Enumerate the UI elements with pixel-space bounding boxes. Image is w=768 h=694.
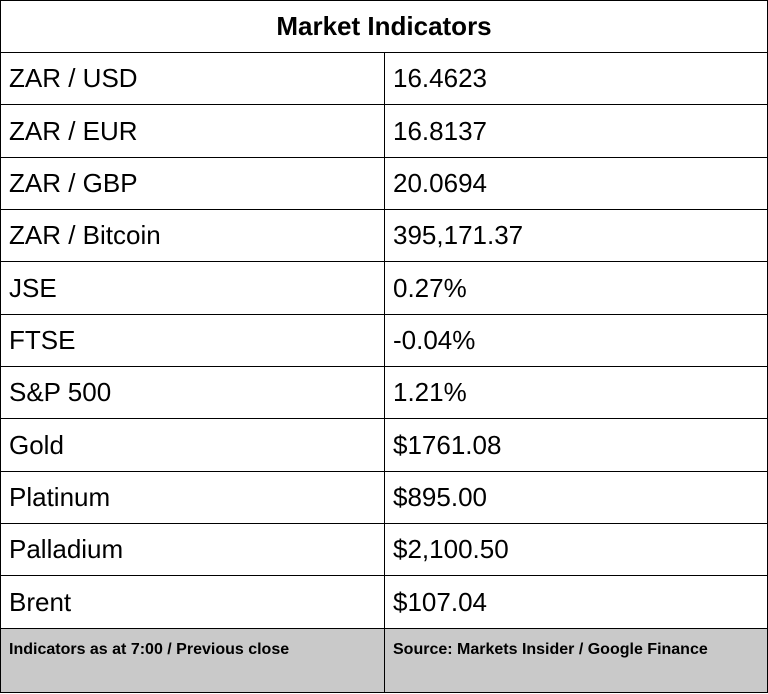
table-row: ZAR / Bitcoin 395,171.37 (0, 209, 768, 263)
table-row: S&P 500 1.21% (0, 366, 768, 420)
indicator-value: 20.0694 (383, 156, 768, 211)
indicator-value: 0.27% (383, 261, 768, 315)
indicator-label: S&P 500 (0, 366, 385, 420)
table-row: JSE 0.27% (0, 261, 768, 315)
indicator-value: $1761.08 (383, 418, 768, 472)
footer-row: Indicators as at 7:00 / Previous close S… (0, 627, 768, 694)
indicator-value: 1.21% (383, 366, 768, 420)
indicator-label: ZAR / GBP (0, 156, 385, 211)
indicator-value: $2,100.50 (383, 523, 768, 577)
indicator-value: $895.00 (383, 470, 768, 525)
indicator-label: ZAR / USD (0, 52, 385, 106)
footer-source: Source: Markets Insider / Google Finance (383, 627, 768, 694)
table-row: FTSE -0.04% (0, 313, 768, 368)
indicator-value: -0.04% (383, 313, 768, 368)
title-row: Market Indicators (0, 0, 768, 54)
indicator-value: $107.04 (383, 575, 768, 629)
indicator-value: 16.8137 (383, 104, 768, 158)
indicator-label: Brent (0, 575, 385, 629)
indicator-label: Platinum (0, 470, 385, 525)
table-row: ZAR / USD 16.4623 (0, 52, 768, 106)
table-row: Brent $107.04 (0, 575, 768, 629)
table-row: ZAR / EUR 16.8137 (0, 104, 768, 158)
table-row: Platinum $895.00 (0, 470, 768, 525)
indicator-value: 16.4623 (383, 52, 768, 106)
indicator-value: 395,171.37 (383, 209, 768, 263)
indicator-label: JSE (0, 261, 385, 315)
table-row: Gold $1761.08 (0, 418, 768, 472)
indicator-label: Gold (0, 418, 385, 472)
indicator-label: ZAR / Bitcoin (0, 209, 385, 263)
indicator-label: Palladium (0, 523, 385, 577)
table-row: ZAR / GBP 20.0694 (0, 156, 768, 211)
indicator-label: FTSE (0, 313, 385, 368)
footer-note: Indicators as at 7:00 / Previous close (0, 627, 385, 694)
indicator-label: ZAR / EUR (0, 104, 385, 158)
table-title: Market Indicators (0, 0, 768, 54)
table-row: Palladium $2,100.50 (0, 523, 768, 577)
